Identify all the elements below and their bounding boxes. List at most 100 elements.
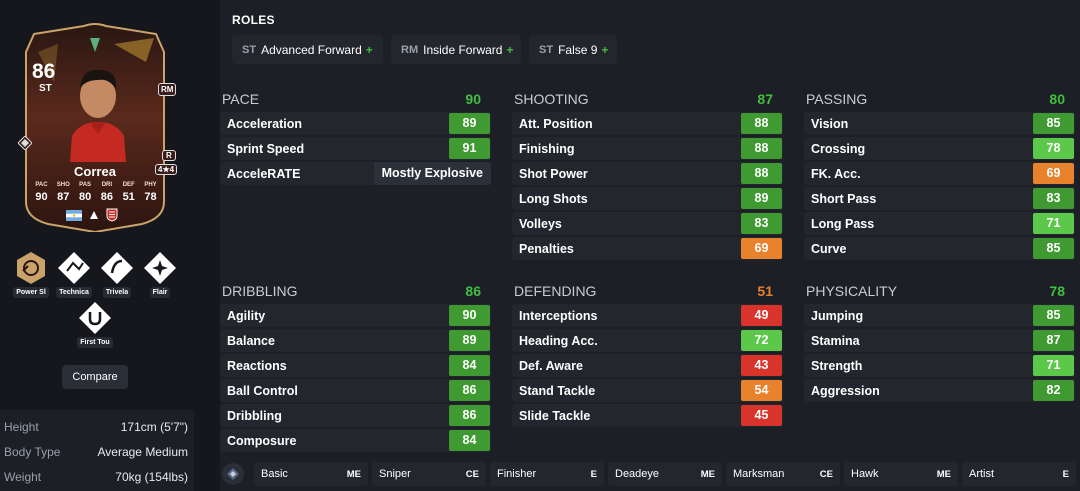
stat-row: Aggression 82 <box>804 379 1075 402</box>
chem-style-code: ME <box>700 468 715 480</box>
chem-style-deadeye[interactable]: Deadeye ME <box>608 462 722 486</box>
stat-value-box: 54 <box>741 380 782 401</box>
technical-icon <box>58 252 90 284</box>
role-advanced-forward[interactable]: ST Advanced Forward + <box>232 35 383 64</box>
nation-flag-icon <box>66 209 82 221</box>
role-name: False 9 <box>558 42 598 57</box>
chem-style-basic[interactable]: Basic ME <box>254 462 368 486</box>
chem-style-code: CE <box>819 468 833 480</box>
stat-value-box: 71 <box>1033 355 1074 376</box>
role-position: ST <box>242 43 257 56</box>
accelerate-value: Mostly Explosive <box>373 162 491 185</box>
info-value: 70kg (154lbs) <box>115 470 188 484</box>
playstyle-power-shot[interactable]: Power Sl <box>9 251 53 298</box>
role-inside-forward[interactable]: RM Inside Forward + <box>391 35 521 64</box>
stat-value-box: 86 <box>449 405 490 426</box>
stat-row: Volleys 83 <box>512 212 783 235</box>
stat-name: Shot Power <box>519 166 588 181</box>
group-pace: PACE 90 Acceleration 89 Sprint Speed 91 … <box>220 88 491 185</box>
group-header: PASSING 80 <box>804 88 1075 110</box>
stat-row: Finishing 88 <box>512 137 783 160</box>
stat-value-box: 69 <box>741 238 782 259</box>
stat-value-box: 83 <box>741 213 782 234</box>
chem-style-code: CE <box>465 468 479 480</box>
group-physicality: PHYSICALITY 78 Jumping 85 Stamina 87 Stren… <box>804 280 1075 402</box>
stat-label: PHY <box>144 182 157 188</box>
playstyle-label: First Tou <box>77 337 113 348</box>
chem-style-sniper[interactable]: Sniper CE <box>372 462 486 486</box>
role-position: ST <box>539 43 554 56</box>
chem-style-marksman[interactable]: Marksman CE <box>726 462 840 486</box>
stat-label: SHO <box>56 182 70 188</box>
stat-row: Stand Tackle 54 <box>512 379 783 402</box>
group-value: 90 <box>465 91 481 107</box>
card-rating: 86 <box>32 60 56 83</box>
info-value: Average Medium <box>97 445 189 459</box>
group-dribbling: DRIBBLING 86 Agility 90 Balance 89 Reactio… <box>220 280 491 452</box>
stat-row: Composure 84 <box>220 429 491 452</box>
stat-value-box: 85 <box>1033 305 1074 326</box>
group-passing: PASSING 80 Vision 85 Crossing 78 FK. Acc. 6… <box>804 88 1075 260</box>
compare-button[interactable]: Compare <box>62 365 128 389</box>
power-shot-icon <box>17 252 45 284</box>
group-title: DEFENDING <box>514 283 597 299</box>
stat-row: Slide Tackle 45 <box>512 404 783 427</box>
group-title: DRIBBLING <box>222 283 298 299</box>
stat-value-box: 88 <box>741 113 782 134</box>
chem-style-code: ME <box>936 468 951 480</box>
stat-row: Long Pass 71 <box>804 212 1075 235</box>
stat-value-box: 85 <box>1033 238 1074 259</box>
stat-value-box: 88 <box>741 163 782 184</box>
club-crest-icon <box>106 208 118 222</box>
playstyle-label: Trivela <box>102 287 132 298</box>
stat-name: Reactions <box>227 358 287 373</box>
stat-row: Att. Position 88 <box>512 112 783 135</box>
stat-name: Long Pass <box>811 216 875 231</box>
stat-name: Acceleration <box>227 116 303 131</box>
stat-name: Crossing <box>811 141 866 156</box>
stat-name: Strength <box>811 358 863 373</box>
stat-label: PAS <box>79 182 92 188</box>
playstyle-trivela[interactable]: Trivela <box>95 251 139 298</box>
playstyle-technical[interactable]: Technica <box>52 251 96 298</box>
chem-style-artist[interactable]: Artist E <box>962 462 1076 486</box>
group-defending: DEFENDING 51 Interceptions 49 Heading Acc… <box>512 280 783 427</box>
stat-name: Stand Tackle <box>519 383 596 398</box>
stat-value-box: 69 <box>1033 163 1074 184</box>
stat-name: Att. Position <box>519 116 593 131</box>
playstyle-first-touch[interactable]: First Tou <box>73 301 117 348</box>
stat-value: 78 <box>144 191 157 203</box>
stat-name: Composure <box>227 433 297 448</box>
chem-style-code: E <box>590 468 597 480</box>
chem-style-hawk[interactable]: Hawk ME <box>844 462 958 486</box>
stat-value-box: 84 <box>449 430 490 451</box>
chem-style-name: Marksman <box>733 468 785 480</box>
stat-value: 90 <box>35 191 48 203</box>
role-name: Inside Forward <box>423 42 503 57</box>
stat-value-box: 84 <box>449 355 490 376</box>
chem-style-finisher[interactable]: Finisher E <box>490 462 604 486</box>
stat-row: Agility 90 <box>220 304 491 327</box>
group-value: 87 <box>757 91 773 107</box>
group-header: SHOOTING 87 <box>512 88 783 110</box>
stat-name: Aggression <box>811 383 880 398</box>
stat-value-box: 90 <box>449 305 490 326</box>
stat-row: Curve 85 <box>804 237 1075 260</box>
role-false-9[interactable]: ST False 9 + <box>529 35 617 64</box>
group-title: PACE <box>222 91 260 107</box>
stat-row: Shot Power 88 <box>512 162 783 185</box>
group-header: DEFENDING 51 <box>512 280 783 302</box>
stat-row: Dribbling 86 <box>220 404 491 427</box>
stat-name: Stamina <box>811 333 860 348</box>
group-title: PASSING <box>806 91 868 107</box>
stat-name: Penalties <box>519 241 574 256</box>
stat-value-box: 91 <box>449 138 490 159</box>
stat-name: Interceptions <box>519 308 598 323</box>
chem-style-name: Basic <box>261 468 288 480</box>
stat-value-box: 45 <box>741 405 782 426</box>
stat-label: PAC <box>35 182 48 188</box>
first-touch-icon <box>79 302 111 334</box>
chem-style-icon[interactable] <box>222 463 244 485</box>
stat-row: Long Shots 89 <box>512 187 783 210</box>
playstyle-flair[interactable]: Flair <box>138 251 182 298</box>
